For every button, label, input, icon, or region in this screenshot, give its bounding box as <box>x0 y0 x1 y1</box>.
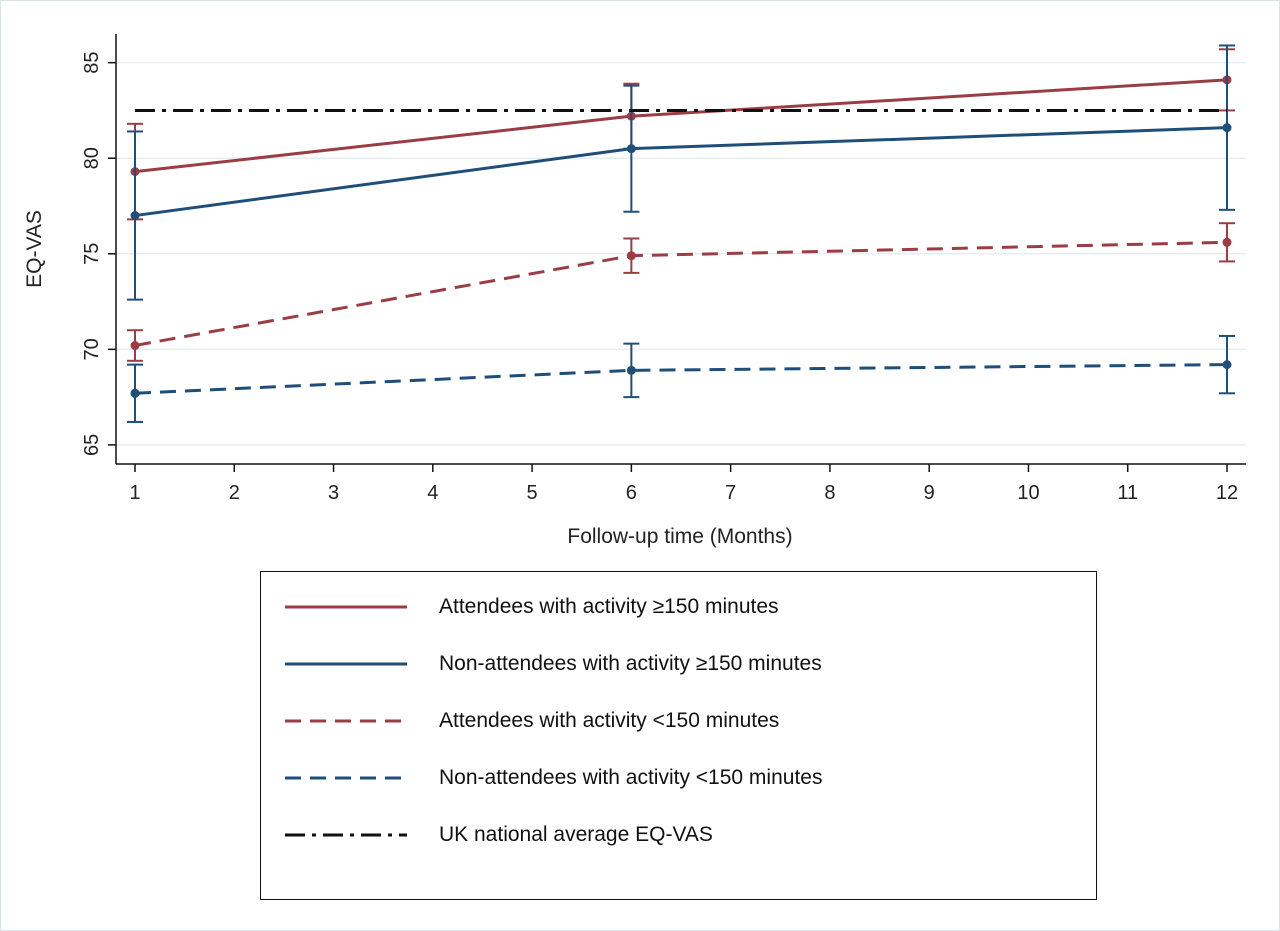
data-point-2-1 <box>626 251 636 261</box>
legend-item: Attendees with activity ≥150 minutes <box>261 592 1096 622</box>
x-tick-label-5: 5 <box>527 482 538 504</box>
x-tick-label-2: 2 <box>229 482 240 504</box>
y-tick-label-70: 70 <box>81 338 103 360</box>
series-line-3 <box>134 363 1228 395</box>
data-point-3-0 <box>130 388 140 398</box>
legend-swatch <box>285 605 407 609</box>
x-tick-label-3: 3 <box>328 482 339 504</box>
legend-label: UK national average EQ-VAS <box>439 823 713 846</box>
legend-label: Attendees with activity <150 minutes <box>439 709 780 732</box>
x-tick-label-6: 6 <box>626 482 637 504</box>
data-point-2-2 <box>1222 237 1232 247</box>
y-tick-label-65: 65 <box>81 434 103 456</box>
data-point-3-2 <box>1222 360 1232 370</box>
legend: Attendees with activity ≥150 minutes Non-… <box>260 571 1097 900</box>
plot-area <box>127 44 1235 423</box>
y-tick-label-85: 85 <box>81 52 103 74</box>
x-tick-label-10: 10 <box>1017 482 1039 504</box>
y-axis-label: EQ-VAS <box>23 210 46 288</box>
legend-swatch <box>285 776 407 780</box>
x-tick-label-11: 11 <box>1117 482 1138 504</box>
legend-item: Non-attendees with activity <150 minutes <box>261 763 1096 793</box>
x-tick-label-12: 12 <box>1216 482 1238 504</box>
x-tick-label-4: 4 <box>427 482 438 504</box>
x-tick-label-9: 9 <box>924 482 935 504</box>
legend-item: Attendees with activity <150 minutes <box>261 706 1096 736</box>
y-tick-label-75: 75 <box>81 243 103 265</box>
x-tick-label-1: 1 <box>129 482 140 504</box>
legend-label: Non-attendees with activity ≥150 minutes <box>439 652 822 675</box>
data-point-1-2 <box>1222 123 1232 133</box>
series-line-2 <box>134 240 1228 347</box>
legend-label: Attendees with activity ≥150 minutes <box>439 595 779 618</box>
series-line-1 <box>134 126 1228 218</box>
data-point-3-1 <box>626 365 636 375</box>
legend-swatch <box>285 662 407 666</box>
data-point-1-1 <box>626 144 636 154</box>
y-tick-label-80: 80 <box>81 147 103 169</box>
legend-item: Non-attendees with activity ≥150 minutes <box>261 649 1096 679</box>
legend-swatch <box>285 719 407 723</box>
x-axis-label: Follow-up time (Months) <box>567 525 792 548</box>
x-tick-label-7: 7 <box>725 482 736 504</box>
x-tick-label-8: 8 <box>824 482 835 504</box>
legend-swatch <box>285 833 407 837</box>
data-point-2-0 <box>130 341 140 351</box>
legend-label: Non-attendees with activity <150 minutes <box>439 766 823 789</box>
data-point-1-0 <box>130 211 140 221</box>
legend-item: UK national average EQ-VAS <box>261 820 1096 850</box>
